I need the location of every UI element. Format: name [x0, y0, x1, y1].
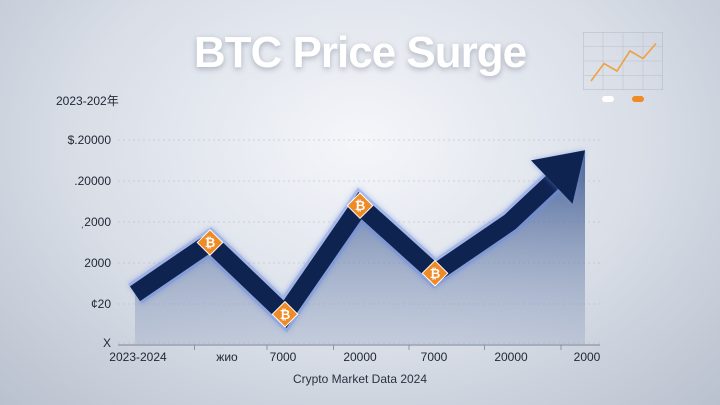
- y-tick-label: ¢20: [91, 297, 111, 311]
- bitcoin-marker-icon: ₿: [421, 259, 449, 287]
- chart-subtitle: 2023-202年: [56, 94, 119, 108]
- x-tick-label: 2023-2024: [109, 350, 167, 364]
- inset-mini-chart: [583, 32, 663, 90]
- legend: [602, 96, 662, 104]
- y-tick-label: 2000: [84, 256, 111, 270]
- bitcoin-marker-icon: ₿: [271, 300, 299, 328]
- svg-text:₿: ₿: [280, 308, 291, 323]
- svg-text:₿: ₿: [205, 236, 216, 251]
- y-tick-label: $.20000: [68, 133, 112, 147]
- y-tick-label: ˌ2000: [80, 215, 111, 229]
- svg-text:₿: ₿: [430, 267, 441, 282]
- x-tick-label: жиo: [216, 350, 238, 364]
- x-tick-label: 7000: [421, 350, 448, 364]
- y-tick-label: .20000: [74, 174, 111, 188]
- svg-text:₿: ₿: [355, 199, 366, 214]
- y-tick-label: X: [103, 336, 111, 350]
- bitcoin-marker-icon: ₿: [196, 229, 224, 256]
- series-area: [135, 150, 585, 345]
- x-tick-label: 7000: [270, 350, 297, 364]
- chart-title: BTC Price Surge: [193, 28, 527, 77]
- bitcoin-marker-icon: ₿: [346, 192, 374, 220]
- inset-line: [590, 42, 657, 82]
- arrow-head: [531, 150, 585, 204]
- legend-swatch-orange: [632, 96, 644, 102]
- x-axis-label: Crypto Market Data 2024: [292, 372, 428, 386]
- x-tick-label: 20000: [494, 350, 528, 364]
- x-tick-label: 20000: [343, 350, 377, 364]
- legend-swatch-white: [602, 96, 614, 102]
- x-tick-label: 2000: [574, 350, 601, 364]
